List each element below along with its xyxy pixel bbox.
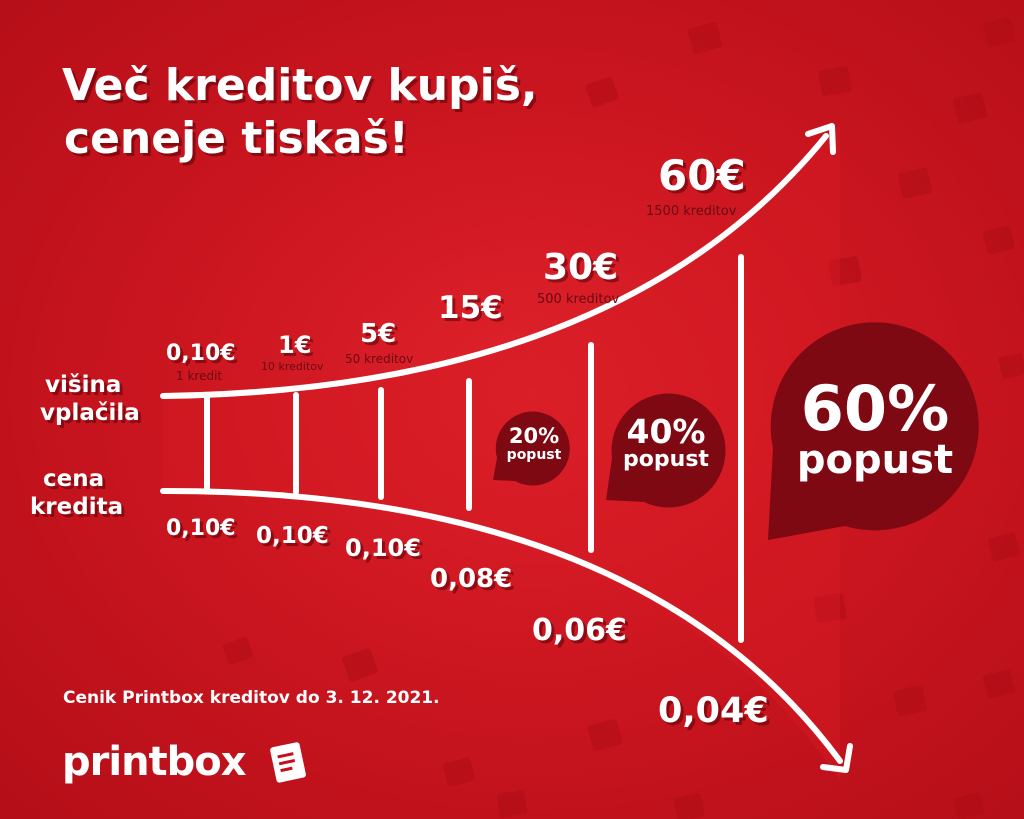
discount-40-word: popust bbox=[623, 447, 709, 472]
tier-1-price: 0,10€ bbox=[166, 516, 236, 541]
payment-curve bbox=[160, 133, 829, 399]
payment-row-label-line-1: višina bbox=[45, 372, 122, 398]
discount-40-percent: 40% bbox=[626, 412, 706, 451]
tier-5-price: 0,06€ bbox=[532, 613, 627, 648]
tier-4-price: 0,08€ bbox=[430, 564, 513, 594]
price-arrowhead bbox=[820, 743, 853, 773]
tier-5-credits: 500 kreditov bbox=[537, 292, 620, 307]
discount-20-label: 20% popust bbox=[494, 424, 574, 463]
discount-bubble-60 bbox=[768, 322, 979, 540]
tier-6-credits: 1500 kreditov bbox=[646, 204, 737, 219]
tier-6-payment: 60€ bbox=[658, 151, 746, 200]
printbox-logo: printbox bbox=[62, 739, 247, 785]
tier-5-payment: 30€ bbox=[543, 247, 619, 288]
tier-2-price: 0,10€ bbox=[256, 523, 329, 549]
pricelist-note: Cenik Printbox kreditov do 3. 12. 2021. bbox=[63, 688, 440, 708]
tier-3-payment: 5€ bbox=[360, 319, 397, 349]
tier-1-payment: 0,10€ bbox=[166, 341, 236, 366]
discount-bubble-20 bbox=[493, 411, 570, 486]
headline: Več kreditov kupiš, ceneje tiskaš! bbox=[62, 60, 538, 166]
discount-60-word: popust bbox=[796, 437, 954, 483]
tier-2-credits: 10 kreditov bbox=[261, 360, 324, 373]
price-curve bbox=[160, 487, 843, 764]
price-row-label: cena kredita bbox=[30, 466, 123, 521]
headline-line-1: Več kreditov kupiš, bbox=[62, 60, 538, 111]
tier-6-price: 0,04€ bbox=[658, 691, 769, 731]
price-row-label-line-2: kredita bbox=[30, 493, 124, 520]
printbox-logo-icon bbox=[270, 742, 306, 783]
payment-row-label: višina vplačila bbox=[40, 372, 140, 427]
payment-arrowhead bbox=[805, 123, 836, 155]
tier-dividers bbox=[204, 254, 744, 643]
discount-20-percent: 20% bbox=[508, 424, 560, 448]
background-pattern bbox=[222, 17, 1024, 819]
tier-3-price: 0,10€ bbox=[345, 534, 421, 562]
discount-60-label: 60% popust bbox=[770, 372, 980, 483]
discount-40-label: 40% popust bbox=[606, 415, 726, 471]
price-row-label-line-1: cena bbox=[43, 466, 105, 492]
tier-3-credits: 50 kreditov bbox=[345, 352, 414, 366]
discount-60-percent: 60% bbox=[800, 372, 950, 445]
discount-bubble-40 bbox=[606, 393, 726, 508]
tier-2-payment: 1€ bbox=[278, 331, 312, 359]
payment-row-label-line-2: vplačila bbox=[40, 399, 140, 426]
headline-line-2: ceneje tiskaš! bbox=[64, 112, 409, 164]
discount-20-word: popust bbox=[506, 447, 562, 463]
tier-1-credits: 1 kredit bbox=[176, 369, 223, 383]
tier-4-payment: 15€ bbox=[438, 290, 503, 326]
